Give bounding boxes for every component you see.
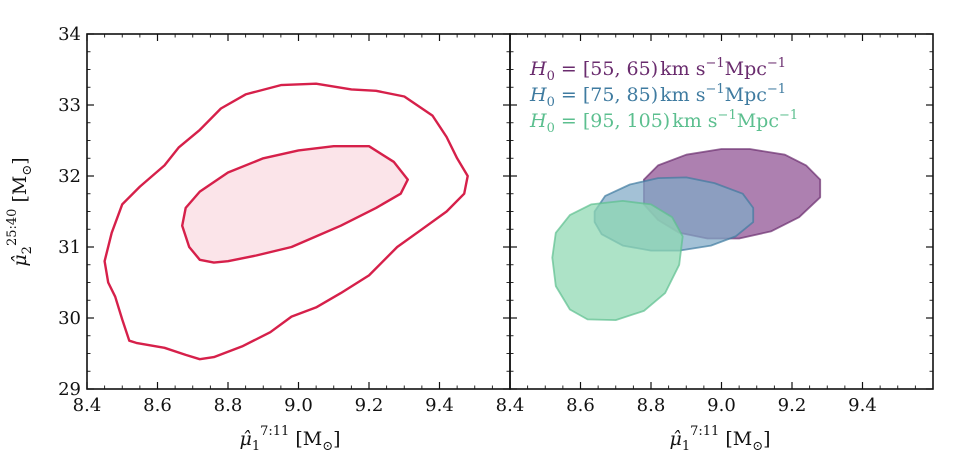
right-x-tick-label: 8.8 [637,395,666,416]
y-tick-label: 33 [58,95,81,116]
right-x-axis-label: μ̂17:11 [M⊙] [669,424,770,454]
region-h0-series-2 [551,200,684,321]
left-contour-group [103,82,469,361]
left-panel: 8.4 8.6 8.8 9.0 9.2 9.4 29 30 31 32 33 34 [58,24,511,416]
contour-inner [181,145,409,264]
left-ticks: 8.4 8.6 8.8 9.0 9.2 9.4 29 30 31 32 33 34 [58,24,511,416]
left-x-tick-label: 8.4 [73,395,102,416]
legend: H0 = [55, 65) km s−1Mpc−1H0 = [75, 85) km … [529,56,798,136]
right-contour-group [551,148,822,321]
y-tick-label: 34 [58,24,81,45]
left-x-tick-label: 8.8 [214,395,243,416]
right-ticks: 8.4 8.6 8.8 9.0 9.2 9.4 [496,33,934,416]
right-x-tick-label: 8.6 [566,395,595,416]
left-x-tick-label: 8.6 [143,395,172,416]
y-tick-label: 32 [58,166,81,187]
legend-entry-0: H0 = [55, 65) km s−1Mpc−1 [529,56,786,84]
legend-entry-1: H0 = [75, 85) km s−1Mpc−1 [529,82,786,110]
left-y-axis-label: μ̂225:40 [M⊙] [5,157,35,266]
right-panel: 8.4 8.6 8.8 9.0 9.2 9.4 [496,33,934,416]
right-x-tick-label: 9.4 [848,395,877,416]
left-x-tick-label: 9.2 [355,395,384,416]
contour-outer [103,82,469,361]
y-tick-label: 31 [58,237,81,258]
y-tick-label: 30 [58,308,81,329]
right-x-tick-label: 8.4 [496,395,525,416]
y-tick-label: 29 [58,379,81,400]
left-x-axis-label: μ̂17:11 [M⊙] [239,424,340,454]
left-x-tick-label: 9.0 [284,395,313,416]
legend-entry-2: H0 = [95, 105) km s−1Mpc−1 [529,108,798,136]
left-x-tick-label: 9.4 [425,395,454,416]
right-x-tick-label: 9.2 [778,395,807,416]
right-x-tick-label: 9.0 [707,395,736,416]
